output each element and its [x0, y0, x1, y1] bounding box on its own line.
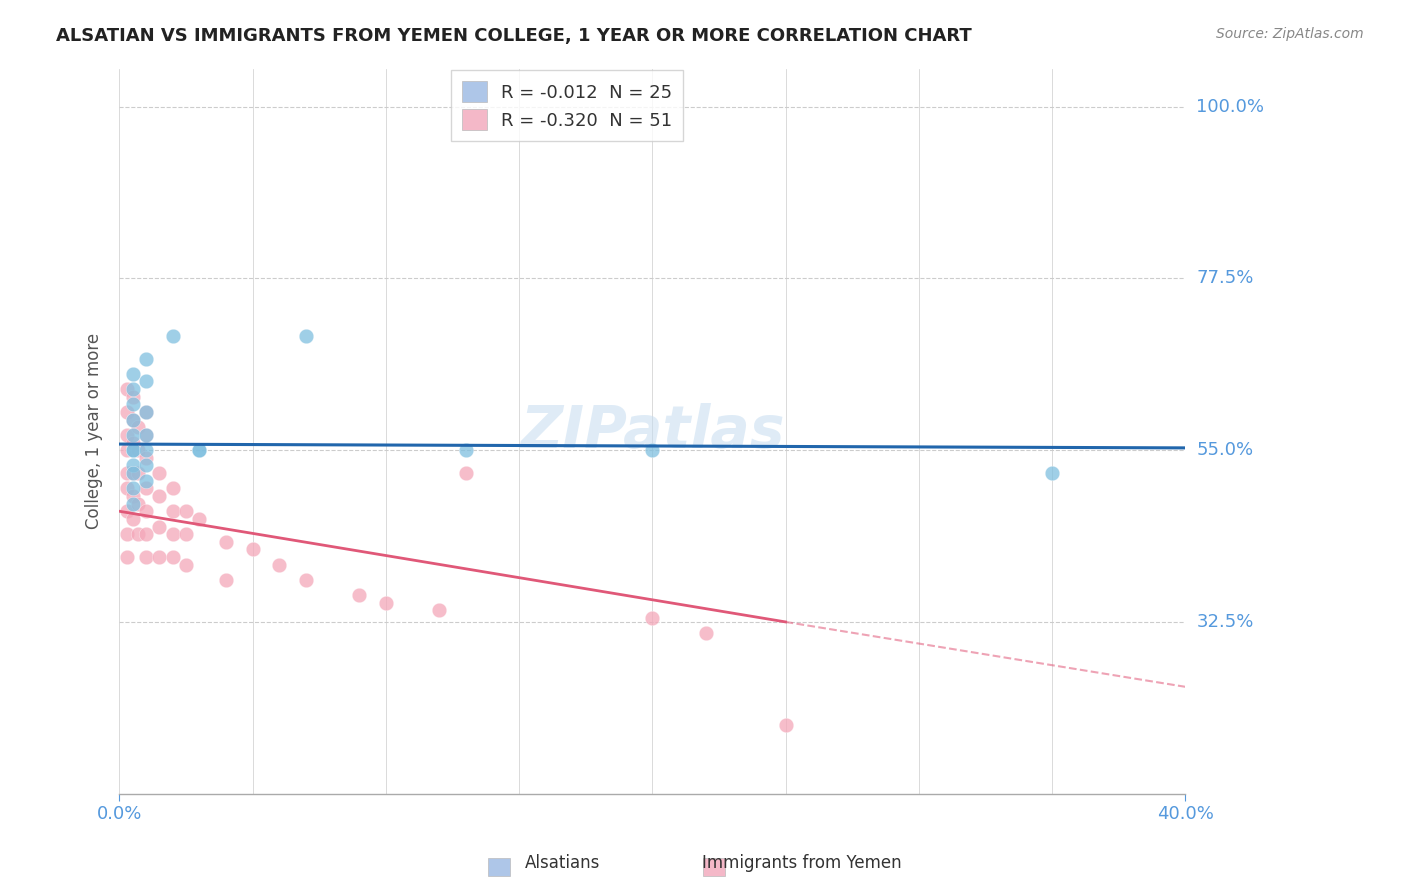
- Point: [117, 549, 139, 564]
- Text: Alsatians: Alsatians: [524, 855, 600, 872]
- Text: 32.5%: 32.5%: [1197, 613, 1254, 631]
- Point: [215, 573, 238, 587]
- Point: [117, 428, 139, 442]
- Point: [117, 382, 139, 396]
- Point: [162, 328, 184, 343]
- Point: [148, 489, 170, 503]
- Point: [135, 443, 157, 458]
- Point: [135, 428, 157, 442]
- Point: [135, 549, 157, 564]
- Point: [295, 573, 318, 587]
- Text: 55.0%: 55.0%: [1197, 442, 1254, 459]
- Point: [695, 626, 717, 640]
- Point: [121, 367, 143, 381]
- Point: [174, 504, 197, 518]
- Point: [127, 527, 149, 541]
- Point: [188, 512, 211, 526]
- Point: [148, 519, 170, 533]
- Point: [127, 466, 149, 480]
- Point: [121, 489, 143, 503]
- Point: [117, 405, 139, 419]
- Point: [135, 450, 157, 465]
- Point: [775, 718, 797, 732]
- Point: [121, 497, 143, 511]
- Point: [117, 504, 139, 518]
- Point: [127, 420, 149, 434]
- Point: [135, 405, 157, 419]
- Point: [121, 382, 143, 396]
- Point: [162, 504, 184, 518]
- Point: [121, 466, 143, 480]
- Point: [374, 596, 396, 610]
- Point: [121, 412, 143, 426]
- Point: [242, 542, 264, 557]
- Point: [135, 405, 157, 419]
- Point: [127, 443, 149, 458]
- Text: ALSATIAN VS IMMIGRANTS FROM YEMEN COLLEGE, 1 YEAR OR MORE CORRELATION CHART: ALSATIAN VS IMMIGRANTS FROM YEMEN COLLEG…: [56, 27, 972, 45]
- Point: [121, 481, 143, 495]
- Point: [121, 466, 143, 480]
- Point: [135, 527, 157, 541]
- Point: [135, 474, 157, 488]
- Point: [121, 412, 143, 426]
- Point: [121, 443, 143, 458]
- Point: [135, 458, 157, 473]
- Point: [162, 527, 184, 541]
- Point: [174, 527, 197, 541]
- Point: [454, 466, 477, 480]
- Text: 77.5%: 77.5%: [1197, 269, 1254, 287]
- Point: [162, 481, 184, 495]
- Point: [135, 428, 157, 442]
- Point: [121, 397, 143, 411]
- Point: [162, 549, 184, 564]
- Point: [117, 527, 139, 541]
- Y-axis label: College, 1 year or more: College, 1 year or more: [86, 333, 103, 529]
- Point: [1040, 466, 1063, 480]
- Point: [121, 443, 143, 458]
- Point: [135, 481, 157, 495]
- Point: [135, 351, 157, 366]
- Text: ZIPatlas: ZIPatlas: [520, 402, 785, 459]
- Legend: R = -0.012  N = 25, R = -0.320  N = 51: R = -0.012 N = 25, R = -0.320 N = 51: [451, 70, 683, 141]
- Point: [121, 458, 143, 473]
- Point: [127, 497, 149, 511]
- Point: [641, 611, 664, 625]
- Point: [269, 558, 291, 572]
- Text: Source: ZipAtlas.com: Source: ZipAtlas.com: [1216, 27, 1364, 41]
- Point: [148, 466, 170, 480]
- Point: [117, 481, 139, 495]
- Point: [641, 443, 664, 458]
- Point: [121, 512, 143, 526]
- Point: [427, 603, 450, 617]
- Point: [117, 466, 139, 480]
- Point: [347, 588, 370, 602]
- Point: [121, 435, 143, 450]
- Point: [295, 328, 318, 343]
- Point: [454, 443, 477, 458]
- Point: [121, 428, 143, 442]
- Point: [174, 558, 197, 572]
- Point: [215, 534, 238, 549]
- Point: [188, 443, 211, 458]
- Point: [117, 443, 139, 458]
- Point: [135, 504, 157, 518]
- Point: [135, 375, 157, 389]
- Text: 100.0%: 100.0%: [1197, 98, 1264, 116]
- Point: [188, 443, 211, 458]
- Text: Immigrants from Yemen: Immigrants from Yemen: [702, 855, 901, 872]
- Point: [148, 549, 170, 564]
- Point: [121, 390, 143, 404]
